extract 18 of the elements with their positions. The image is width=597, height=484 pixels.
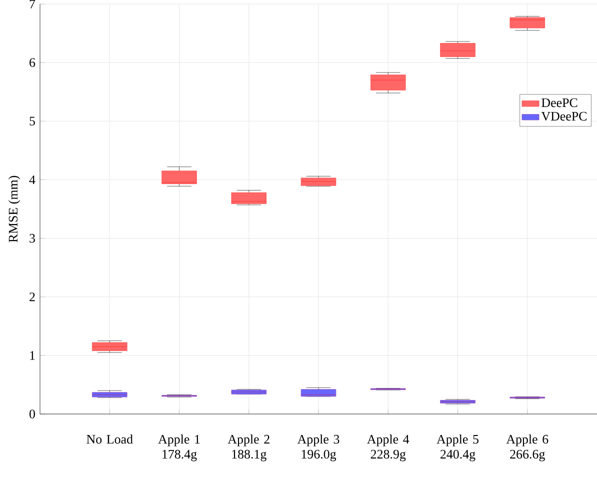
x-tick-label: Apple 4 228.9g (367, 434, 410, 462)
x-tick-label: Apple 6 266.6g (506, 434, 548, 462)
legend-label: DeePC (542, 98, 578, 108)
x-tick-label: Apple 5 240.4g (436, 434, 478, 462)
x-tick-label: Apple 2 188.1g (228, 434, 270, 462)
y-tick-label: 1 (30, 351, 35, 360)
x-tick-label: Apple 3 196.0g (297, 434, 340, 462)
y-tick-label: 0 (30, 410, 35, 418)
y-tick-label: 6 (30, 58, 36, 67)
y-tick-label: 3 (30, 234, 35, 243)
y-axis-title: RMSE (mm) (8, 176, 20, 242)
x-tick-label: Apple 1 178.4g (158, 434, 200, 462)
y-tick-label: 5 (30, 116, 35, 126)
legend-label: VDeePC (541, 112, 587, 121)
y-tick-label: 4 (29, 175, 36, 184)
y-tick-label: 7 (30, 0, 36, 8)
y-tick-label: 2 (30, 292, 35, 302)
x-tick-label: No Load (86, 434, 133, 444)
